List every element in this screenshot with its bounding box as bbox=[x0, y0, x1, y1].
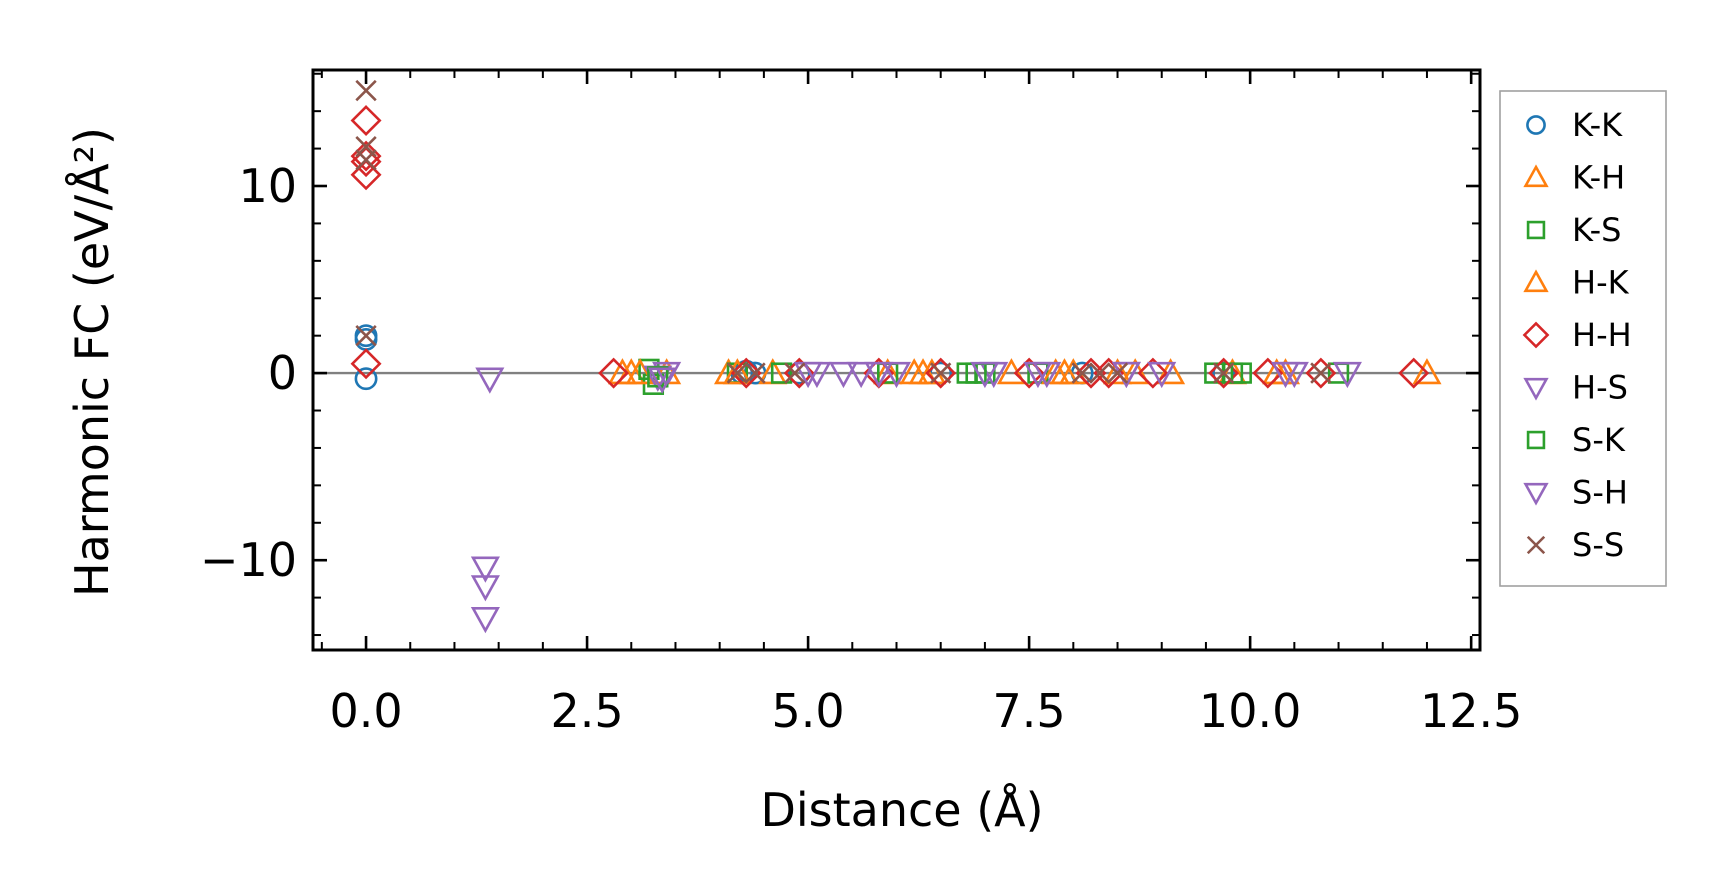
y-tick-label: 0 bbox=[268, 346, 297, 400]
x-tick-label: 2.5 bbox=[550, 684, 623, 738]
data-point bbox=[881, 361, 912, 389]
data-point bbox=[598, 357, 630, 389]
data-point bbox=[647, 367, 677, 394]
legend-entry: K-H bbox=[1523, 159, 1625, 197]
data-point bbox=[470, 575, 500, 602]
data-point bbox=[930, 362, 952, 384]
y-tick-label: 10 bbox=[238, 159, 297, 213]
series-h-h bbox=[350, 105, 1430, 389]
data-point bbox=[1230, 362, 1252, 384]
data-point bbox=[355, 149, 377, 171]
data-point bbox=[1279, 361, 1309, 389]
data-point bbox=[864, 361, 894, 389]
data-point bbox=[350, 159, 382, 191]
x-tick-label: 5.0 bbox=[772, 684, 845, 738]
legend-marker bbox=[1523, 482, 1549, 506]
data-point bbox=[730, 357, 762, 389]
data-point bbox=[1041, 358, 1071, 385]
data-point bbox=[625, 358, 655, 385]
legend-marker bbox=[1523, 269, 1549, 293]
legend-label: H-K bbox=[1572, 264, 1630, 302]
series-s-k bbox=[647, 362, 1252, 388]
legend-label: K-K bbox=[1572, 106, 1623, 144]
plot-frame bbox=[311, 68, 1482, 652]
data-point bbox=[1310, 362, 1332, 384]
legend-label: S-H bbox=[1572, 474, 1628, 512]
legend-entry: S-S bbox=[1526, 526, 1624, 564]
data-point bbox=[970, 361, 1000, 389]
legend-marker bbox=[1526, 115, 1546, 135]
legend-entry: K-S bbox=[1526, 211, 1621, 249]
data-point bbox=[925, 357, 957, 389]
axis-ticks bbox=[313, 70, 1480, 650]
y-axis-label: Harmonic FC (eV/Å²) bbox=[65, 127, 119, 597]
data-point bbox=[350, 105, 382, 137]
data-point bbox=[744, 362, 766, 384]
x-axis-label: Distance (Å) bbox=[760, 783, 1043, 837]
legend-entry: S-H bbox=[1523, 474, 1628, 512]
data-point bbox=[726, 362, 749, 384]
data-point bbox=[1332, 361, 1362, 389]
data-point bbox=[1147, 361, 1177, 389]
tick-labels: 0.0 2.5 5.0 7.5 10.0 12.5 −10 0 10 bbox=[200, 159, 1522, 738]
x-tick-label: 10.0 bbox=[1199, 684, 1301, 738]
data-point bbox=[722, 358, 752, 385]
data-point bbox=[354, 367, 378, 391]
axes-frame bbox=[311, 68, 1482, 652]
legend-entry: K-K bbox=[1526, 106, 1623, 144]
legend-label: K-H bbox=[1572, 159, 1625, 197]
data-point bbox=[784, 362, 806, 384]
legend-entry: H-K bbox=[1523, 264, 1630, 302]
series-h-k bbox=[625, 358, 1292, 385]
legend-marker bbox=[1526, 430, 1546, 450]
data-point bbox=[470, 556, 500, 583]
data-point bbox=[1032, 361, 1062, 389]
data-point bbox=[1102, 358, 1133, 385]
data-point bbox=[802, 361, 832, 389]
x-tick-label: 7.5 bbox=[993, 684, 1066, 738]
y-tick-label: −10 bbox=[200, 533, 297, 587]
data-point bbox=[1089, 362, 1111, 384]
legend-label: K-S bbox=[1572, 211, 1621, 249]
data-point bbox=[475, 367, 505, 394]
legend-label: H-S bbox=[1572, 369, 1628, 407]
legend-label: H-H bbox=[1572, 316, 1632, 354]
data-point bbox=[1071, 362, 1093, 384]
legend-entry: H-S bbox=[1523, 369, 1628, 407]
data-point bbox=[1398, 357, 1430, 389]
series-s-s bbox=[355, 79, 1332, 384]
data-point bbox=[1262, 358, 1292, 385]
legend-marker bbox=[1523, 164, 1549, 188]
legend-label: S-K bbox=[1572, 421, 1626, 459]
x-tick-label: 12.5 bbox=[1420, 684, 1522, 738]
legend-marker bbox=[1523, 377, 1549, 401]
data-point bbox=[470, 607, 500, 634]
data-point bbox=[846, 361, 876, 389]
data-point bbox=[1106, 362, 1129, 384]
data-point bbox=[355, 325, 377, 347]
data-point bbox=[1137, 357, 1169, 389]
data-point bbox=[647, 366, 669, 388]
data-point bbox=[1412, 358, 1442, 385]
data-point bbox=[350, 146, 382, 178]
legend-label: S-S bbox=[1572, 526, 1624, 564]
legend-marker bbox=[1522, 321, 1550, 349]
legend: K-K K-H K-S H-K H-H H-S S-K S-H S-S bbox=[1499, 90, 1667, 587]
legend-marker bbox=[1526, 220, 1546, 240]
data-point bbox=[770, 362, 793, 384]
data-point bbox=[355, 79, 377, 102]
data-point bbox=[828, 361, 859, 389]
data-points bbox=[350, 79, 1442, 634]
legend-marker bbox=[1526, 535, 1546, 555]
series-h-s bbox=[470, 361, 1362, 634]
data-point bbox=[1212, 362, 1235, 384]
data-point bbox=[1305, 357, 1337, 389]
legend-entry: H-H bbox=[1522, 316, 1632, 354]
x-tick-label: 0.0 bbox=[329, 684, 402, 738]
data-point bbox=[350, 348, 382, 380]
legend-entry: S-K bbox=[1526, 421, 1626, 459]
